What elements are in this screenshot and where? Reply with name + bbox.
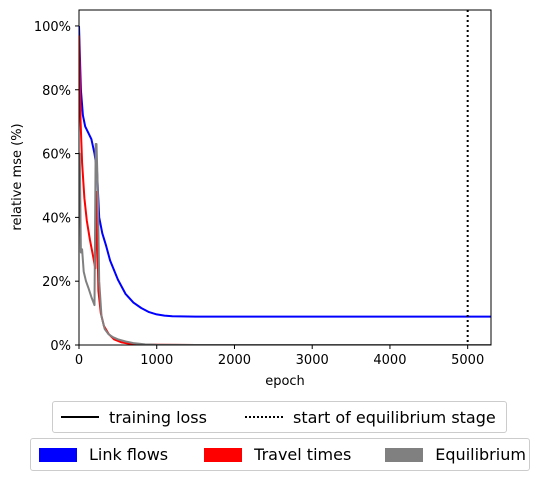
y-tick-label: 0%: [50, 339, 71, 354]
legend-swatch: [385, 447, 424, 462]
legend-label: training loss: [109, 407, 207, 427]
x-tick-label: 0: [75, 353, 83, 368]
legend-entry-equilibrium-start: start of equilibrium stage: [244, 407, 496, 427]
legend-swatch: [39, 447, 77, 462]
x-tick-label: 2000: [218, 353, 251, 368]
series-line-equilibrium: [79, 143, 491, 345]
x-tick-label: 5000: [451, 353, 484, 368]
plot-frame: [78, 9, 492, 346]
chart: 0 1000 2000 3000 4000 5000 0% 20% 40% 60% 80% 100%…: [10, 9, 492, 389]
x-axis-label: epoch: [265, 374, 305, 389]
legend-entry-equilibrium: Equilibrium: [385, 445, 526, 464]
solid-line-icon: [61, 416, 99, 418]
legend-label: Link flows: [89, 445, 169, 464]
legend-lines: training loss start of equilibrium stage: [52, 401, 507, 433]
series-line-travel-times: [79, 35, 491, 345]
x-tick-label: 3000: [296, 353, 329, 368]
legend-entry-travel-times: Travel times: [204, 445, 351, 464]
series-line-link-flows: [79, 25, 491, 318]
y-tick-label: 20%: [42, 275, 71, 290]
y-tick-label: 60%: [42, 148, 71, 163]
y-tick-label: 80%: [42, 84, 71, 99]
y-tick-label: 100%: [34, 20, 71, 35]
legend-entry-link-flows: Link flows: [39, 445, 168, 464]
dotted-line-icon: [244, 416, 283, 418]
legend-entry-training-loss: training loss: [61, 408, 207, 427]
legend-series: Link flows Travel times Equilibrium: [30, 438, 530, 471]
x-tick-label: 4000: [373, 353, 406, 368]
legend-label: start of equilibrium stage: [292, 407, 496, 427]
y-tick-label: 40%: [42, 211, 71, 226]
legend-label: Travel times: [254, 445, 352, 464]
x-tick-label: 1000: [140, 353, 173, 368]
y-axis-label: relative mse (%): [10, 123, 25, 230]
legend-swatch: [204, 447, 243, 462]
legend-label: Equilibrium: [435, 445, 526, 464]
